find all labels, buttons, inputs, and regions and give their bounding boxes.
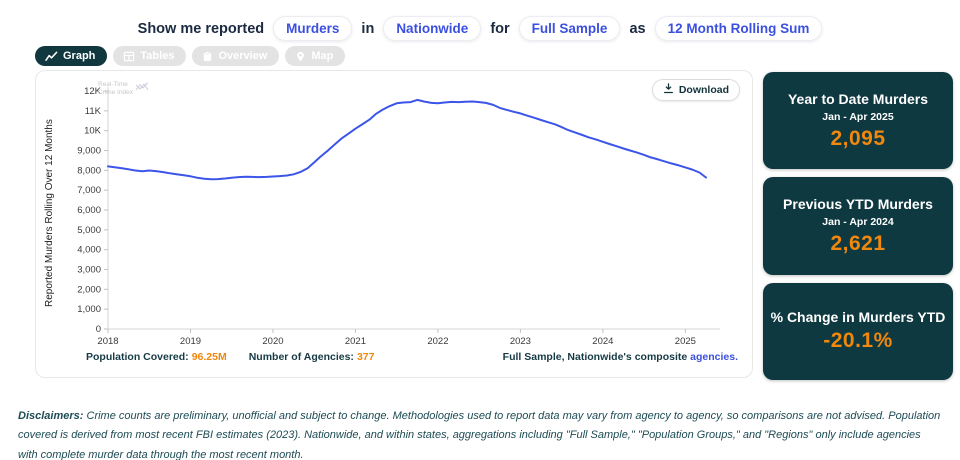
previous-ytd-murders-subtitle: Jan - Apr 2024 (822, 215, 894, 228)
disclaimers: Disclaimers: Crime counts are preliminar… (18, 407, 942, 460)
sample-selector[interactable]: Full Sample (518, 16, 621, 41)
query-conn-in: in (361, 20, 375, 37)
tab-tables-label: Tables (140, 50, 175, 62)
map-pin-icon (295, 51, 306, 62)
ytd-murders-title: Year to Date Murders (787, 90, 929, 107)
svg-text:2,000: 2,000 (77, 284, 101, 295)
table-icon (123, 51, 135, 62)
query-sentence: Show me reported Murders in Nationwide f… (0, 0, 960, 44)
query-conn-for: for (490, 20, 510, 37)
ytd-murders-card: Year to Date Murders Jan - Apr 2025 2,09… (763, 72, 953, 170)
number-of-agencies: Number of Agencies: 377 (249, 351, 375, 363)
aggregation-selector[interactable]: 12 Month Rolling Sum (654, 16, 823, 41)
number-of-agencies-label: Number of Agencies: (248, 351, 354, 363)
murders-line-chart[interactable]: 0 1,000 2,000 3,000 4,000 5,000 6,000 7,000 8,00… (58, 77, 744, 349)
svg-text:1,000: 1,000 (77, 304, 101, 315)
previous-ytd-murders-value: 2,621 (830, 231, 886, 255)
metric-selector[interactable]: Murders (273, 16, 353, 41)
svg-text:6,000: 6,000 (77, 205, 101, 216)
download-icon (663, 83, 674, 97)
query-lead-text: Show me reported (137, 20, 265, 37)
query-conn-as: as (629, 20, 646, 37)
composite-note: Full Sample, Nationwide's composite agen… (503, 351, 738, 363)
svg-text:0: 0 (96, 324, 101, 335)
ytd-murders-subtitle: Jan - Apr 2025 (822, 110, 894, 123)
svg-text:2018: 2018 (97, 336, 118, 347)
svg-text:2025: 2025 (675, 336, 696, 347)
previous-ytd-murders-card: Previous YTD Murders Jan - Apr 2024 2,62… (763, 177, 953, 275)
chart-section: Graph Tables Overview Map (35, 46, 753, 378)
pct-change-murders-title: % Change in Murders YTD (770, 309, 946, 326)
svg-text:2023: 2023 (510, 336, 531, 347)
svg-text:2021: 2021 (345, 336, 366, 347)
svg-text:5,000: 5,000 (77, 225, 101, 236)
tab-map[interactable]: Map (285, 46, 346, 66)
svg-text:9,000: 9,000 (77, 146, 101, 157)
chart-plot-area: Reported Murders Rolling Over 12 Months … (42, 77, 744, 349)
tab-tables[interactable]: Tables (113, 46, 187, 66)
svg-text:8,000: 8,000 (77, 165, 101, 176)
svg-text:3,000: 3,000 (77, 265, 101, 276)
chart-footer: Population Covered: 96.25M Number of Agen… (42, 349, 744, 363)
svg-text:10K: 10K (84, 126, 102, 137)
tab-graph[interactable]: Graph (35, 46, 108, 66)
chart-card: Download Real-Time Crime Index Reported … (35, 70, 753, 378)
svg-text:2019: 2019 (180, 336, 201, 347)
stat-cards-column: Year to Date Murders Jan - Apr 2025 2,09… (763, 72, 953, 380)
svg-text:2022: 2022 (427, 336, 448, 347)
disclaimers-text: Crime counts are preliminary, unofficial… (18, 410, 941, 460)
download-button[interactable]: Download (651, 79, 740, 101)
svg-text:2024: 2024 (592, 336, 613, 347)
population-covered-label: Population Covered: (86, 351, 189, 363)
download-button-label: Download (678, 84, 729, 96)
line-chart-icon (45, 51, 58, 62)
geography-selector[interactable]: Nationwide (383, 16, 482, 41)
pct-change-murders-card: % Change in Murders YTD -20.1% (763, 282, 953, 380)
clipboard-icon (202, 50, 213, 62)
composite-note-text: Full Sample, Nationwide's composite (502, 351, 688, 363)
population-covered-value: 96.25M (191, 351, 227, 363)
population-covered: Population Covered: 96.25M (86, 351, 227, 363)
view-tabs: Graph Tables Overview Map (35, 46, 753, 66)
svg-text:4,000: 4,000 (77, 245, 101, 256)
agencies-link[interactable]: agencies. (690, 351, 738, 363)
number-of-agencies-value: 377 (356, 351, 375, 363)
tab-overview-label: Overview (218, 50, 268, 62)
svg-text:11K: 11K (85, 106, 102, 117)
tab-graph-label: Graph (63, 50, 96, 62)
disclaimers-label: Disclaimers: (18, 410, 84, 422)
ytd-murders-value: 2,095 (830, 126, 886, 150)
previous-ytd-murders-title: Previous YTD Murders (783, 195, 933, 212)
svg-text:2020: 2020 (262, 336, 283, 347)
svg-text:7,000: 7,000 (77, 185, 101, 196)
svg-text:12K: 12K (84, 86, 102, 97)
tab-overview[interactable]: Overview (192, 46, 280, 66)
y-axis-title: Reported Murders Rolling Over 12 Months (44, 119, 55, 307)
pct-change-murders-value: -20.1% (823, 329, 893, 353)
tab-map-label: Map (311, 50, 334, 62)
main-content: Graph Tables Overview Map (0, 44, 960, 380)
